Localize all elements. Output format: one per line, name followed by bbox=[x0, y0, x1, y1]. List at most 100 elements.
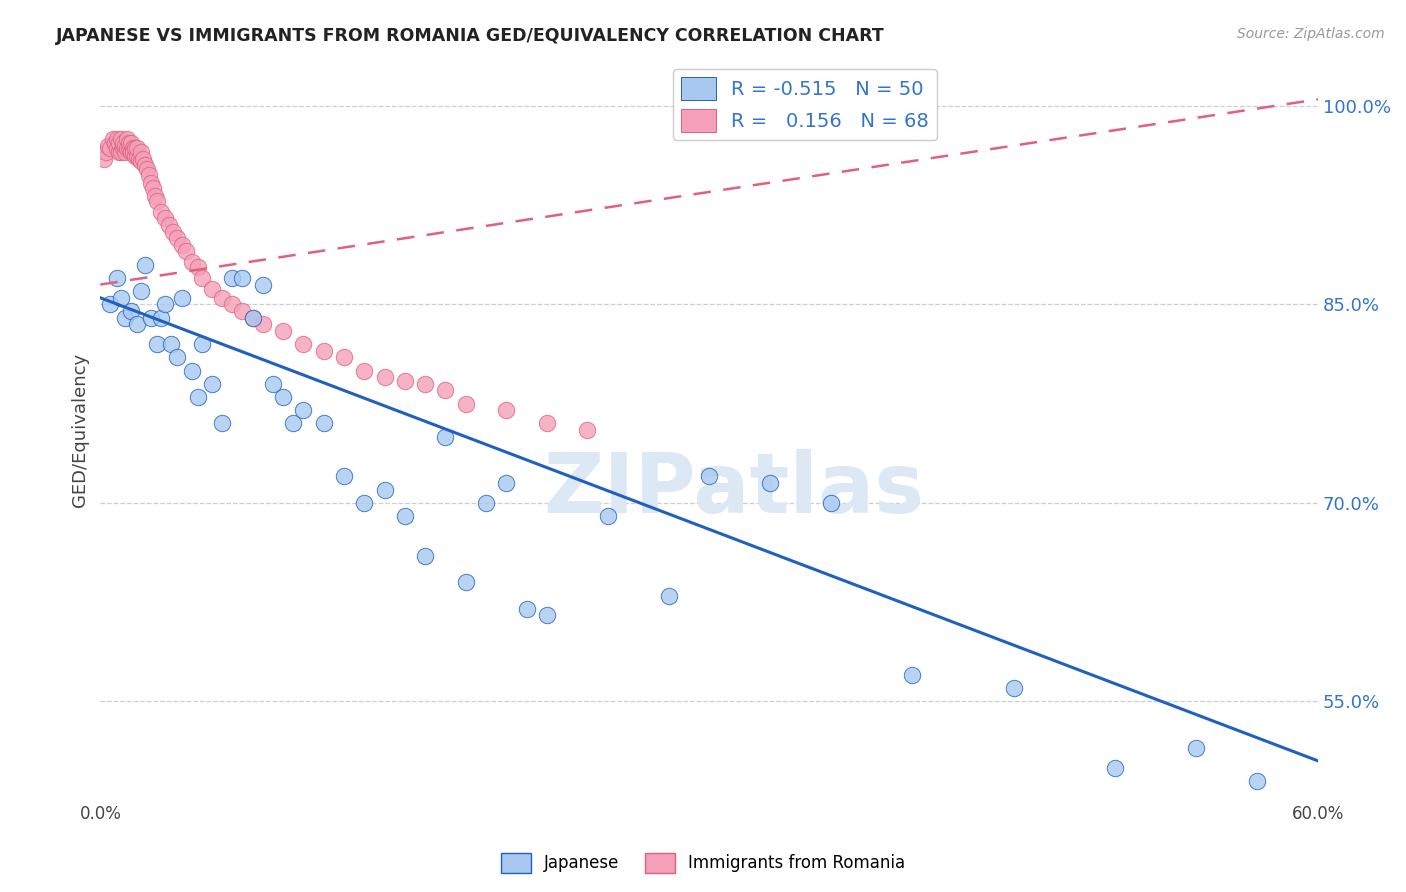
Point bbox=[434, 384, 457, 398]
Point bbox=[150, 204, 173, 219]
Point bbox=[114, 145, 136, 160]
Point bbox=[110, 291, 132, 305]
Point bbox=[242, 310, 264, 325]
Point bbox=[201, 281, 224, 295]
Legend: R = -0.515   N = 50, R =   0.156   N = 68: R = -0.515 N = 50, R = 0.156 N = 68 bbox=[673, 70, 936, 139]
Point bbox=[101, 132, 124, 146]
Point bbox=[115, 141, 138, 155]
Point bbox=[475, 496, 498, 510]
Point bbox=[115, 132, 138, 146]
Point bbox=[132, 152, 155, 166]
Point bbox=[536, 417, 558, 431]
Point bbox=[139, 310, 162, 325]
Point bbox=[292, 403, 315, 417]
Point bbox=[120, 136, 142, 150]
Point bbox=[394, 374, 416, 388]
Point bbox=[221, 271, 243, 285]
Point bbox=[187, 260, 209, 275]
Point bbox=[231, 271, 253, 285]
Point bbox=[110, 145, 132, 160]
Point bbox=[201, 376, 224, 391]
Point bbox=[180, 363, 202, 377]
Point bbox=[120, 304, 142, 318]
Point bbox=[118, 141, 141, 155]
Point bbox=[180, 255, 202, 269]
Point bbox=[191, 271, 214, 285]
Point bbox=[125, 141, 148, 155]
Point bbox=[129, 154, 152, 169]
Point bbox=[120, 145, 142, 160]
Point bbox=[658, 589, 681, 603]
Point bbox=[516, 601, 538, 615]
Point bbox=[271, 324, 294, 338]
Point bbox=[155, 297, 177, 311]
Point bbox=[105, 271, 128, 285]
Y-axis label: GED/Equivalency: GED/Equivalency bbox=[72, 353, 89, 508]
Point bbox=[160, 337, 183, 351]
Point bbox=[1185, 740, 1208, 755]
Point bbox=[495, 476, 517, 491]
Point bbox=[105, 141, 128, 155]
Point bbox=[142, 181, 165, 195]
Point bbox=[155, 211, 177, 226]
Point bbox=[596, 509, 619, 524]
Point bbox=[121, 141, 143, 155]
Point bbox=[1002, 681, 1025, 695]
Point bbox=[292, 337, 315, 351]
Point bbox=[901, 668, 924, 682]
Point bbox=[211, 417, 233, 431]
Point bbox=[166, 351, 188, 365]
Point bbox=[759, 476, 782, 491]
Point bbox=[271, 390, 294, 404]
Point bbox=[129, 284, 152, 298]
Point bbox=[333, 351, 356, 365]
Point bbox=[576, 423, 599, 437]
Point bbox=[191, 337, 214, 351]
Point bbox=[820, 496, 842, 510]
Point bbox=[114, 138, 136, 153]
Point bbox=[312, 343, 335, 358]
Point bbox=[114, 310, 136, 325]
Point bbox=[333, 469, 356, 483]
Point bbox=[146, 337, 169, 351]
Point bbox=[111, 141, 134, 155]
Point bbox=[124, 141, 146, 155]
Point bbox=[166, 231, 188, 245]
Point bbox=[100, 297, 122, 311]
Point bbox=[312, 417, 335, 431]
Point bbox=[124, 149, 146, 163]
Point bbox=[1104, 760, 1126, 774]
Text: Source: ZipAtlas.com: Source: ZipAtlas.com bbox=[1237, 27, 1385, 41]
Point bbox=[454, 397, 477, 411]
Point bbox=[373, 483, 395, 497]
Point bbox=[97, 138, 120, 153]
Text: JAPANESE VS IMMIGRANTS FROM ROMANIA GED/EQUIVALENCY CORRELATION CHART: JAPANESE VS IMMIGRANTS FROM ROMANIA GED/… bbox=[56, 27, 884, 45]
Point bbox=[262, 376, 284, 391]
Point bbox=[125, 149, 148, 163]
Text: ZIPatlas: ZIPatlas bbox=[543, 449, 924, 530]
Point bbox=[353, 363, 375, 377]
Point bbox=[697, 469, 720, 483]
Point bbox=[105, 132, 128, 146]
Point bbox=[129, 145, 152, 160]
Point bbox=[1246, 773, 1268, 788]
Point bbox=[100, 141, 122, 155]
Point bbox=[96, 145, 118, 160]
Point bbox=[187, 390, 209, 404]
Point bbox=[495, 403, 517, 417]
Point bbox=[134, 258, 156, 272]
Point bbox=[150, 310, 173, 325]
Point bbox=[174, 244, 197, 259]
Point bbox=[211, 291, 233, 305]
Point bbox=[252, 318, 274, 332]
Point bbox=[146, 194, 169, 209]
Point bbox=[454, 575, 477, 590]
Point bbox=[413, 376, 436, 391]
Point bbox=[221, 297, 243, 311]
Point bbox=[242, 310, 264, 325]
Point bbox=[170, 291, 193, 305]
Point bbox=[413, 549, 436, 563]
Point bbox=[283, 417, 305, 431]
Point bbox=[111, 136, 134, 150]
Point bbox=[536, 608, 558, 623]
